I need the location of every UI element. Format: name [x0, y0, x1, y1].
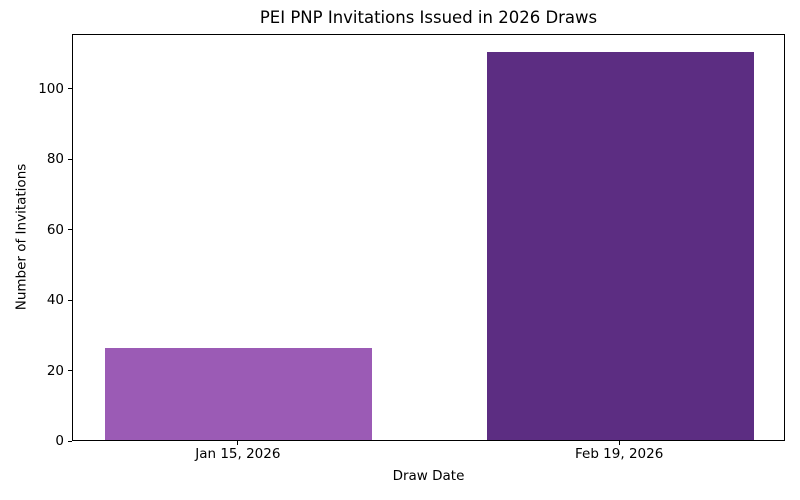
x-tick-label-1: Feb 19, 2026	[574, 446, 664, 462]
x-tick-1	[618, 441, 620, 445]
y-tick-0	[68, 440, 72, 442]
x-axis-label: Draw Date	[392, 468, 465, 484]
bar-0	[105, 348, 373, 440]
y-tick-2	[68, 299, 72, 301]
plot-area	[72, 34, 785, 441]
y-tick-5	[68, 88, 72, 90]
y-tick-label-5: 100	[38, 80, 64, 97]
y-tick-label-2: 40	[46, 292, 64, 309]
x-tick-label-0: Jan 15, 2026	[195, 446, 281, 462]
y-tick-4	[68, 158, 72, 160]
y-tick-3	[68, 229, 72, 231]
x-tick-0	[237, 441, 239, 445]
y-tick-label-0: 0	[55, 433, 64, 449]
y-tick-1	[68, 370, 72, 372]
y-tick-label-3: 60	[46, 221, 64, 238]
y-tick-label-4: 80	[46, 151, 64, 168]
y-tick-label-1: 20	[46, 362, 64, 379]
chart-title: PEI PNP Invitations Issued in 2026 Draws	[259, 8, 598, 27]
y-axis-label: Number of Invitations	[13, 163, 30, 311]
bar-1	[486, 52, 754, 440]
